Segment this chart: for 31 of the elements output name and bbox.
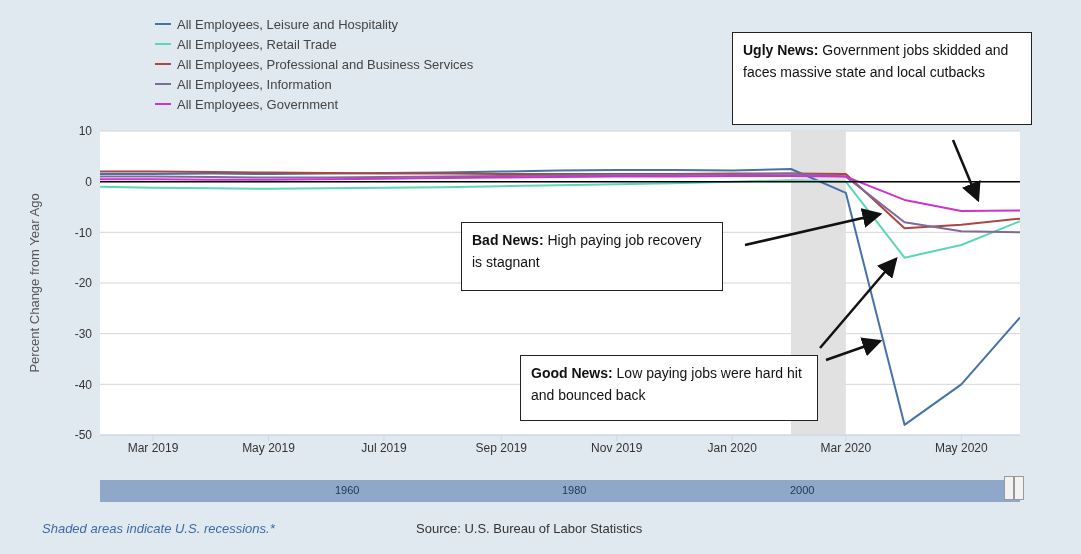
y-tick-label: -40 xyxy=(74,377,93,392)
source-note: Source: U.S. Bureau of Labor Statistics xyxy=(416,521,643,536)
y-tick-label: 0 xyxy=(85,174,93,189)
x-tick-label: May 2020 xyxy=(934,440,988,455)
x-tick-label: Sep 2019 xyxy=(475,440,528,455)
text: Shaded areas indicate U.S. recessions.* xyxy=(42,521,275,536)
y-tick-label: -30 xyxy=(74,326,93,341)
y-tick-label: 10 xyxy=(78,124,93,139)
text: 1980 xyxy=(562,484,587,496)
x-tick-label: Mar 2019 xyxy=(127,440,179,455)
y-tick-label: -10 xyxy=(74,225,93,240)
y-tick-label: -50 xyxy=(74,428,93,443)
x-tick-label: Nov 2019 xyxy=(591,440,643,455)
line-series xyxy=(100,168,1020,426)
legend-label: All Employees, Retail Trade xyxy=(177,36,337,52)
legend-label: All Employees, Professional and Business Services xyxy=(177,56,474,72)
line-series xyxy=(100,175,1020,213)
x-tick-label: Mar 2020 xyxy=(820,440,872,455)
legend-label: All Employees, Information xyxy=(177,76,332,92)
legend-label: All Employees, Leisure and Hospitality xyxy=(177,16,399,32)
callout-box: Good News: Low paying jobs were hard hit and bounced back xyxy=(520,355,818,421)
x-tick-label: May 2019 xyxy=(242,440,296,455)
text: 1960 xyxy=(335,484,360,496)
y-axis-title: Percent Change from Year Ago xyxy=(26,193,42,373)
callout-box: Ugly News: Government jobs skidded and faces massive state and local cutbacks xyxy=(732,32,1032,125)
callout-box: Bad News: High paying job recovery is stagnant xyxy=(461,222,723,291)
legend-label: All Employees, Government xyxy=(177,96,339,112)
x-tick-label: Jan 2020 xyxy=(707,440,758,455)
y-tick-label: -20 xyxy=(74,276,93,291)
text: 2000 xyxy=(790,484,815,496)
x-tick-label: Jul 2019 xyxy=(361,440,407,455)
